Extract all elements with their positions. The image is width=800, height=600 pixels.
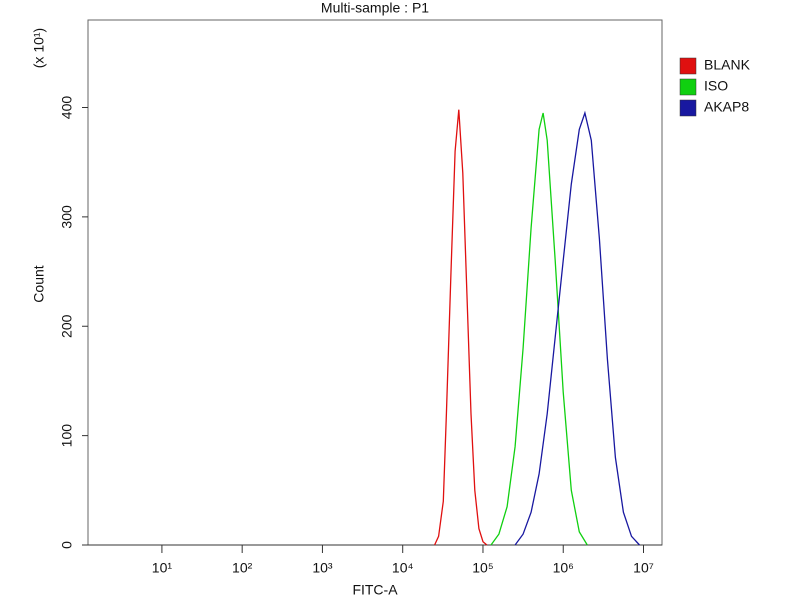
x-tick-label: 10³ bbox=[312, 560, 333, 576]
y-tick-label: 300 bbox=[59, 205, 75, 229]
legend-label: BLANK bbox=[704, 57, 751, 73]
chart-title: Multi-sample : P1 bbox=[321, 0, 429, 16]
plot-frame bbox=[87, 19, 663, 546]
x-tick-label: 10⁵ bbox=[472, 560, 493, 576]
y-tick-label: 400 bbox=[59, 96, 75, 120]
series-line bbox=[514, 110, 640, 546]
legend-swatch bbox=[679, 78, 697, 96]
series-line bbox=[434, 109, 488, 546]
x-tick-label: 10² bbox=[232, 560, 253, 576]
y-multiplier: (x 10¹) bbox=[31, 28, 47, 68]
legend-label: AKAP8 bbox=[704, 99, 749, 115]
series-line bbox=[490, 112, 588, 546]
x-tick-label: 10⁴ bbox=[392, 560, 414, 576]
x-tick-label: 10⁶ bbox=[553, 560, 574, 576]
legend-swatch bbox=[679, 99, 697, 117]
y-tick-label: 100 bbox=[59, 424, 75, 448]
legend-label: ISO bbox=[704, 78, 728, 94]
y-tick-label: 200 bbox=[59, 314, 75, 338]
x-tick-label: 10¹ bbox=[152, 560, 173, 576]
legend-swatch bbox=[679, 57, 697, 75]
x-axis-label: FITC-A bbox=[352, 582, 398, 598]
x-tick-label: 10⁷ bbox=[633, 560, 654, 576]
y-axis-label: Count bbox=[31, 265, 47, 302]
y-tick-label: 0 bbox=[59, 541, 75, 549]
